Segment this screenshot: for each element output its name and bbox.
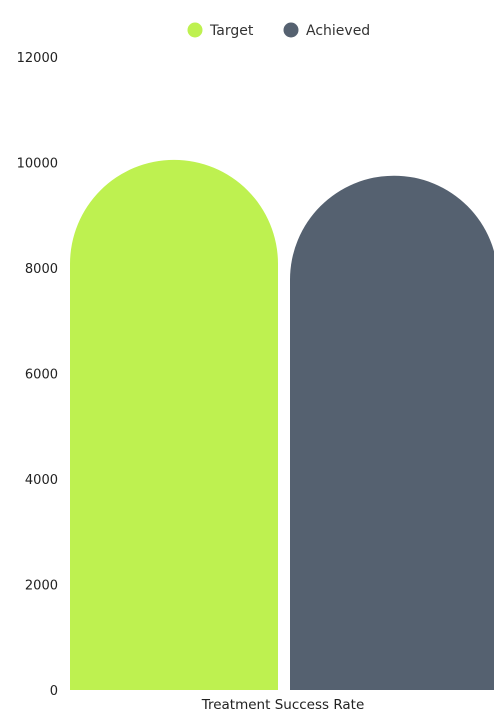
y-tick-label-10000: 10000 bbox=[17, 157, 58, 172]
legend-swatch-target bbox=[187, 22, 203, 38]
y-tick-label-6000: 6000 bbox=[25, 368, 58, 383]
x-category-label: Treatment Success Rate bbox=[201, 697, 365, 711]
y-tick-label-8000: 8000 bbox=[25, 262, 58, 277]
legend-label-achieved: Achieved bbox=[306, 23, 370, 39]
bar-group bbox=[70, 159, 494, 691]
legend-swatch-achieved bbox=[283, 22, 299, 38]
chart-legend: Target Achieved bbox=[187, 22, 371, 40]
bar-achieved[interactable] bbox=[290, 175, 494, 690]
y-tick-label-4000: 4000 bbox=[25, 473, 58, 488]
y-tick-label-2000: 2000 bbox=[25, 579, 58, 594]
legend-label-target: Target bbox=[209, 23, 254, 39]
y-tick-label-12000: 12000 bbox=[17, 51, 58, 66]
legend-item-achieved[interactable]: Achieved bbox=[283, 22, 371, 40]
y-tick-label-0: 0 bbox=[50, 684, 58, 699]
y-axis: 0 2000 4000 6000 8000 10000 12000 bbox=[17, 51, 58, 699]
bar-target[interactable] bbox=[70, 159, 278, 691]
legend-item-target[interactable]: Target bbox=[187, 22, 254, 40]
